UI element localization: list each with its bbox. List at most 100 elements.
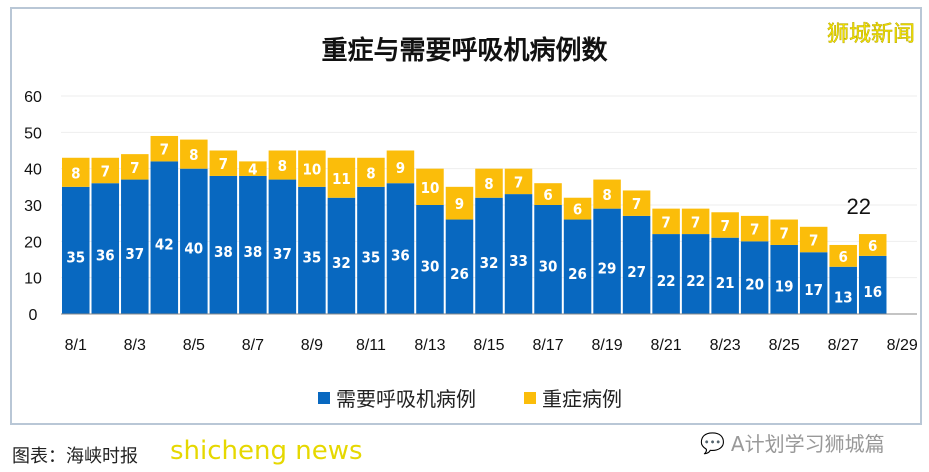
legend-swatch [524, 391, 536, 404]
data-label: 7 [750, 221, 759, 239]
x-tick-label: 8/3 [124, 337, 146, 354]
bar-segment [770, 244, 798, 314]
bar-segment [711, 237, 739, 314]
data-label: 7 [720, 217, 729, 235]
x-tick-label: 8/19 [591, 337, 622, 354]
watermark: 狮城新闻 [826, 22, 916, 48]
y-tick-label: 50 [24, 125, 42, 142]
x-tick-label: 8/9 [301, 337, 323, 354]
bar-segment [740, 215, 769, 242]
x-tick-label: 8/27 [828, 337, 859, 354]
data-label: 35 [66, 248, 85, 266]
data-label: 22 [657, 272, 676, 290]
y-tick-label: 10 [24, 271, 42, 288]
data-label: 7 [809, 232, 818, 250]
bar-segment [445, 186, 474, 220]
x-tick-label: 8/1 [65, 337, 87, 354]
bar-segment [563, 219, 592, 314]
data-label: 6 [868, 237, 877, 255]
data-label: 8 [71, 164, 80, 182]
data-label: 6 [839, 248, 848, 266]
y-tick-label: 0 [29, 307, 38, 324]
data-label: 8 [278, 157, 287, 175]
bar-segment [91, 157, 120, 184]
data-label: 4 [248, 161, 257, 179]
y-tick-label: 60 [24, 89, 42, 106]
bar-segment [475, 168, 503, 198]
bar-segment [62, 186, 90, 314]
data-label: 9 [396, 159, 405, 177]
bar-segment [416, 168, 444, 205]
x-tick-label: 8/7 [242, 337, 264, 354]
data-label: 38 [214, 243, 233, 261]
data-label: 21 [716, 274, 735, 292]
y-tick-label: 40 [24, 162, 42, 179]
data-label: 30 [421, 258, 440, 276]
bar-segment [593, 179, 621, 209]
data-label: 40 [184, 239, 203, 257]
data-label: 32 [480, 254, 499, 272]
wechat-label: A计划学习狮城篇 [730, 432, 885, 456]
data-label: 35 [303, 248, 322, 266]
bar-segment [593, 208, 621, 314]
bar-segment [534, 183, 562, 205]
bar-segment [475, 197, 503, 314]
data-label: 30 [539, 258, 558, 276]
x-tick-label: 8/21 [651, 337, 682, 354]
bar-segment [327, 197, 356, 314]
bar-segment [298, 186, 326, 314]
bar-segment [711, 212, 739, 238]
bar-segment [622, 190, 651, 216]
data-label: 35 [362, 248, 381, 266]
y-tick-label: 20 [24, 234, 42, 251]
data-label: 7 [160, 141, 169, 159]
x-tick-label: 8/25 [769, 337, 800, 354]
bar-segment [416, 205, 444, 314]
bar-segment [799, 252, 828, 314]
bar-segment [445, 219, 474, 314]
data-label: 8 [602, 186, 611, 204]
bar-segment [209, 150, 238, 176]
x-tick-label: 8/29 [887, 337, 918, 354]
bar-segment [357, 157, 385, 187]
data-label: 7 [632, 195, 641, 213]
bar-segment [121, 154, 149, 180]
data-label: 26 [568, 265, 587, 283]
data-label: 22 [686, 272, 705, 290]
bar-segment [858, 255, 887, 314]
bar-segment [504, 168, 533, 195]
legend-item-severe: 重症病例 [524, 383, 622, 412]
data-label: 38 [243, 243, 262, 261]
bar-segment [386, 150, 415, 184]
bar-segment [298, 150, 326, 187]
data-label: 37 [125, 245, 144, 263]
bar-segment [652, 234, 680, 314]
data-label: 8 [366, 164, 375, 182]
data-label: 27 [627, 263, 646, 281]
bar-segment [740, 241, 769, 314]
legend-label: 需要呼吸机病例 [336, 387, 476, 411]
data-label: 32 [332, 254, 351, 272]
bar-segment [504, 194, 533, 314]
bar-segment [268, 150, 297, 180]
bar-segment [268, 179, 297, 314]
data-label: 8 [189, 146, 198, 164]
data-label: 7 [219, 155, 228, 173]
bar-segment [681, 234, 710, 314]
bar-segment [180, 168, 208, 314]
wechat-icon: 💬 [700, 430, 725, 455]
bar-segment [770, 219, 798, 245]
legend-label: 重症病例 [542, 387, 622, 411]
y-tick-label: 30 [24, 198, 42, 215]
x-tick-label: 8/11 [356, 337, 386, 354]
x-tick-label: 8/23 [710, 337, 741, 354]
bar-segment [121, 179, 149, 314]
data-label: 11 [332, 170, 351, 188]
data-label: 17 [804, 281, 823, 299]
data-label: 10 [303, 161, 322, 179]
data-label: 7 [101, 162, 110, 180]
data-label: 7 [691, 213, 700, 231]
data-label: 16 [863, 283, 882, 301]
total-annotation: 22 [846, 194, 870, 219]
